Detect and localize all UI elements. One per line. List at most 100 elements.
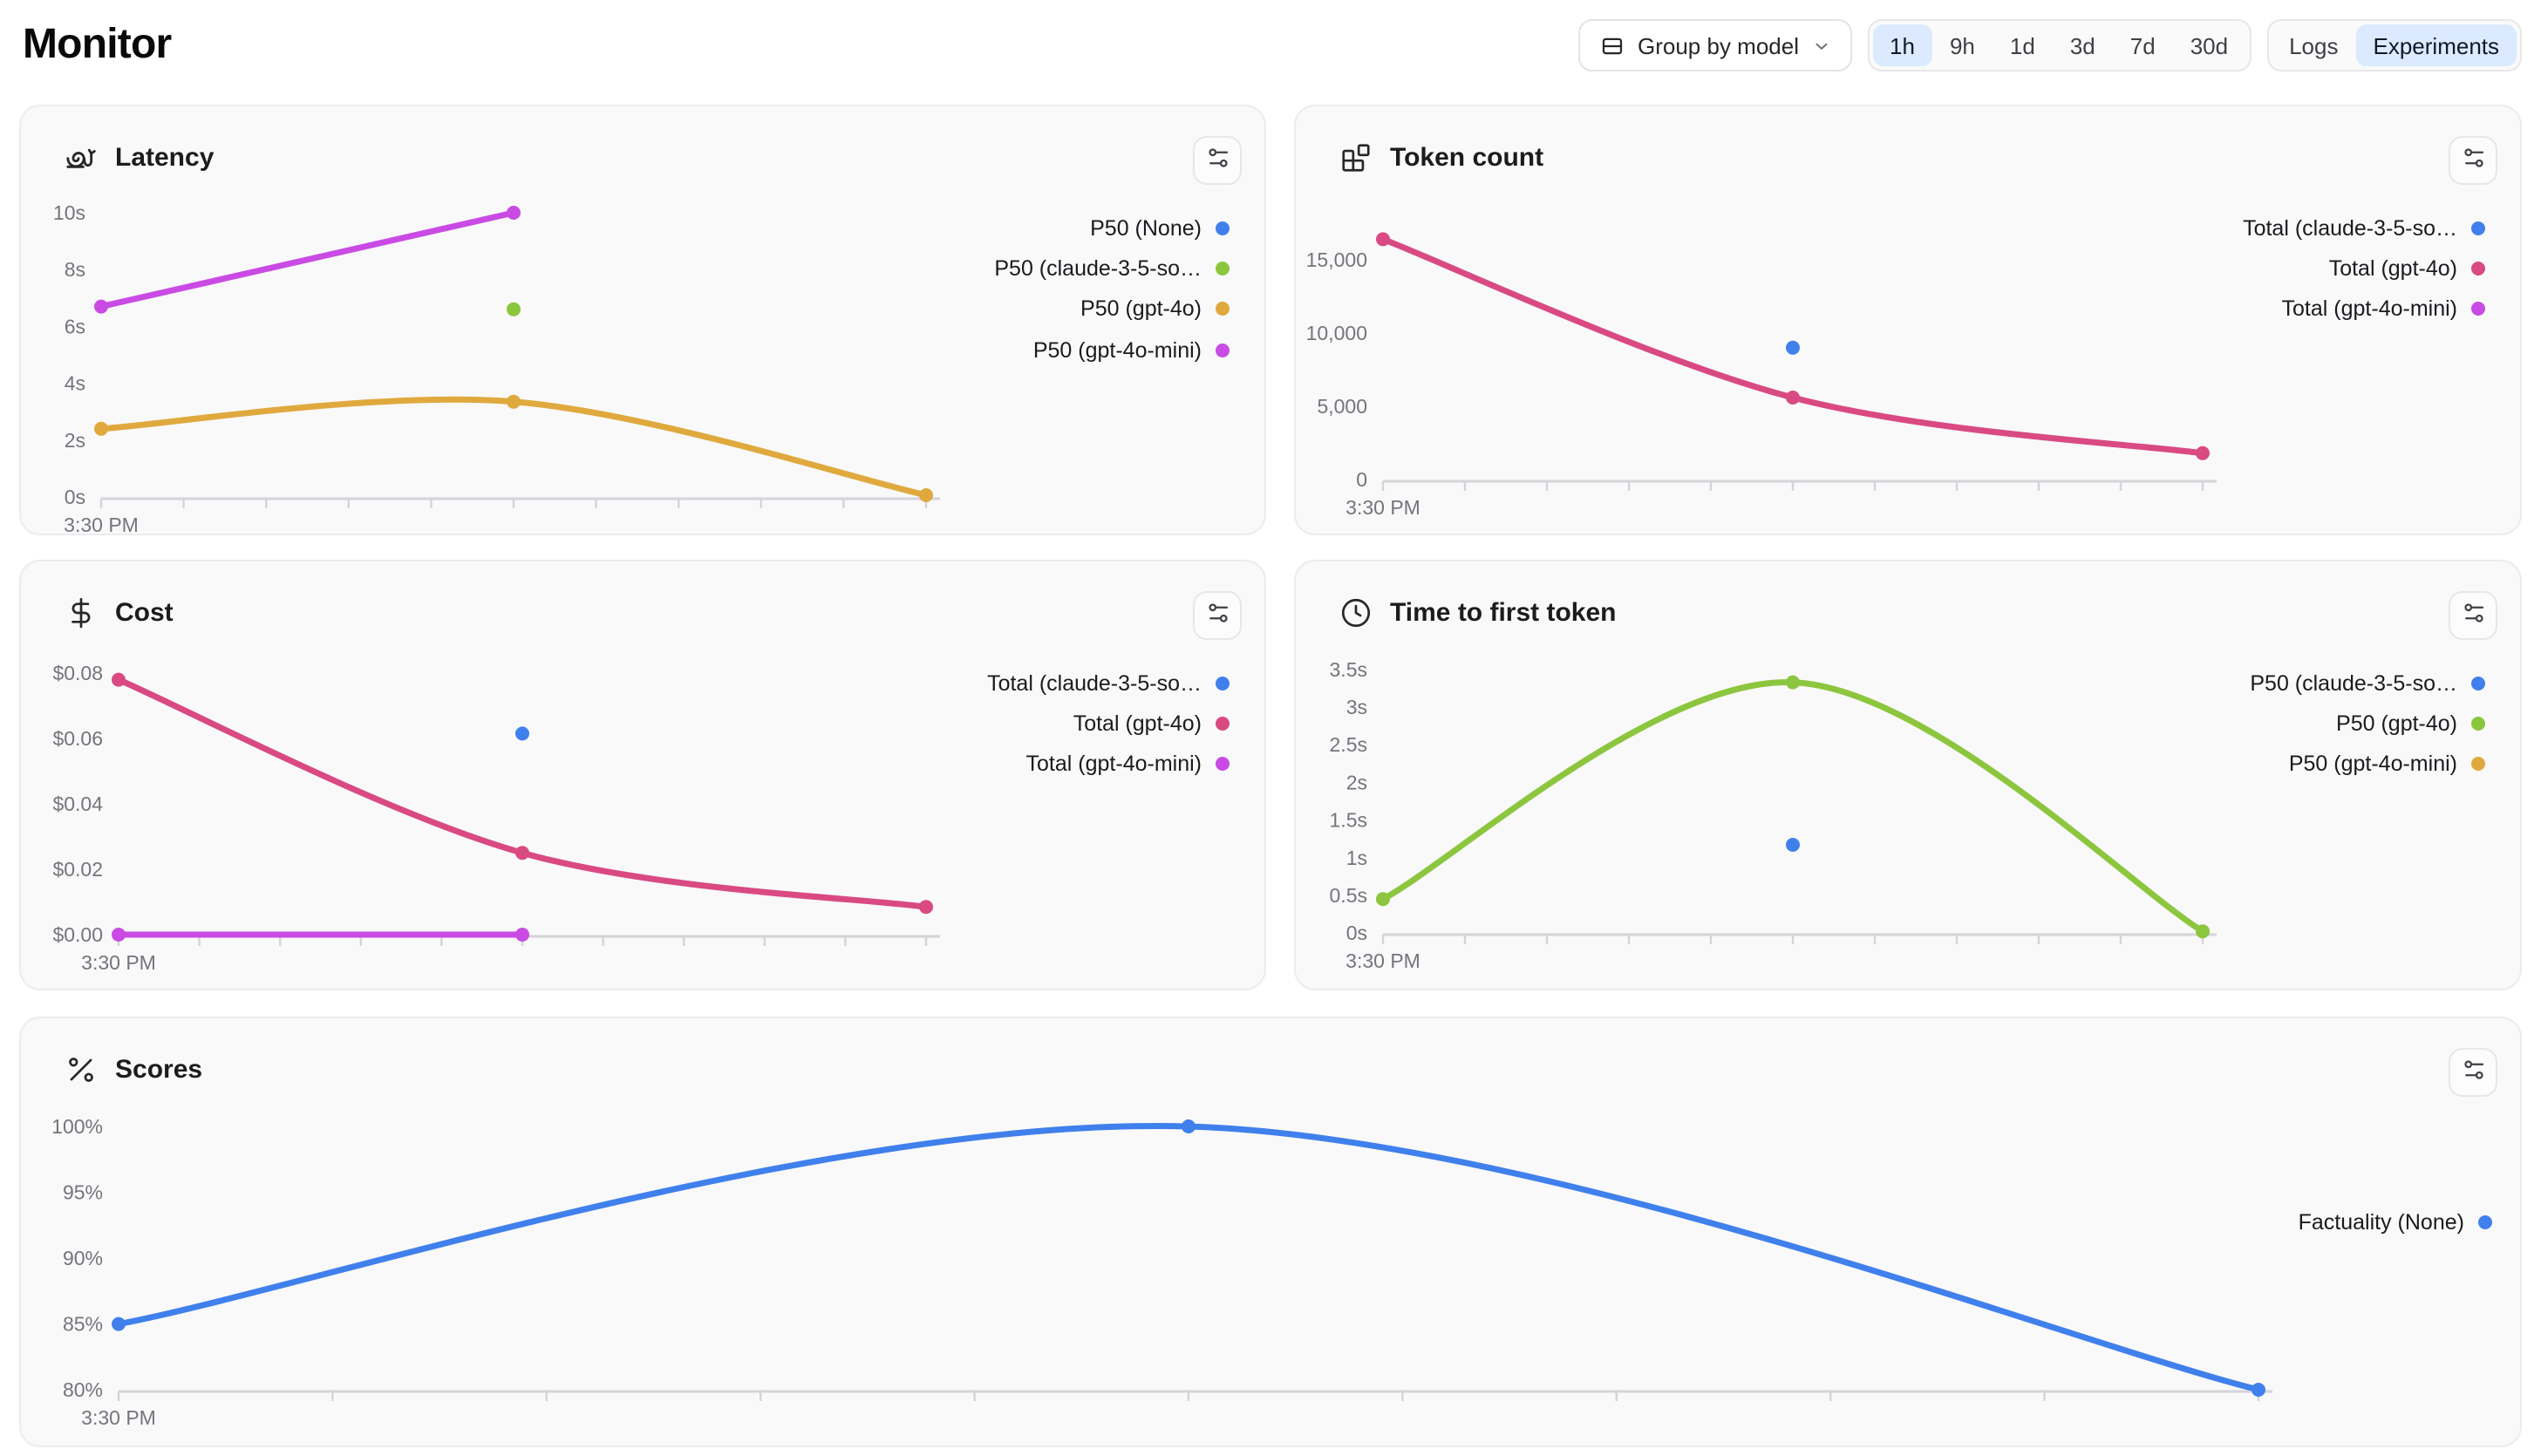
legend-item[interactable]: Total (claude-3-5-so… (2243, 208, 2485, 248)
time-to-first-token-legend: P50 (claude-3-5-so… P50 (gpt-4o) P50 (gpt-… (2250, 663, 2485, 785)
legend-label: Total (gpt-4o-mini) (1025, 752, 1202, 777)
legend-color-dot (2471, 757, 2485, 772)
y-axis-tick-label: 3.5s (1330, 658, 1367, 681)
chart-settings-button[interactable] (2449, 591, 2497, 640)
data-point[interactable] (2196, 446, 2210, 460)
header-controls: Group by model 1h 9h 1d 3d 7d 30d Logs Experim… (1578, 19, 2522, 71)
mode-experiments[interactable]: Experiments (2355, 24, 2517, 66)
data-point[interactable] (507, 206, 521, 220)
y-axis-tick-label: 0s (65, 486, 85, 508)
time-range-3d[interactable]: 3d (2053, 24, 2113, 66)
mode-logs[interactable]: Logs (2272, 24, 2355, 66)
time-range-1h[interactable]: 1h (1872, 24, 1932, 66)
chart-settings-button[interactable] (2449, 136, 2497, 185)
time-to-first-token-chart-plot: 0s 0.5s 1s 1.5s 2s 2.5s 3s 3.5s 3:30 PM (1330, 658, 2217, 972)
cost-card: Cost $0.00 $0.02 $0.04 $0.06 $0.08 3:30 PM To… (19, 560, 1266, 990)
chart-title: Token count (1390, 142, 1544, 172)
y-axis-tick-label: 2.5s (1330, 733, 1367, 756)
y-axis-tick-label: 2s (65, 429, 85, 452)
legend-item[interactable]: Total (gpt-4o-mini) (987, 745, 1230, 786)
chart-settings-button[interactable] (1193, 136, 1242, 185)
data-point[interactable] (1786, 340, 1800, 355)
legend-item[interactable]: P50 (None) (994, 208, 1230, 248)
group-by-button[interactable]: Group by model (1578, 19, 1851, 71)
card-header: Token count (1338, 139, 1543, 174)
data-point[interactable] (515, 928, 529, 942)
scores-chart-plot: 80% 85% 90% 95% 100% 3:30 PM (51, 1115, 2272, 1429)
data-point[interactable] (1786, 675, 1800, 690)
chart-settings-button[interactable] (2449, 1048, 2497, 1097)
time-range-30d[interactable]: 30d (2173, 24, 2245, 66)
cost-legend: Total (claude-3-5-so… Total (gpt-4o) Total… (987, 663, 1230, 785)
legend-item[interactable]: Total (claude-3-5-so… (987, 663, 1230, 704)
chart-settings-button[interactable] (1193, 591, 1242, 640)
page-title: Monitor (23, 21, 172, 68)
legend-label: Factuality (None) (2298, 1209, 2464, 1235)
data-point[interactable] (507, 302, 521, 316)
legend-color-dot (2478, 1214, 2492, 1229)
data-point[interactable] (1786, 838, 1800, 852)
data-point[interactable] (112, 672, 126, 687)
legend-label: P50 (gpt-4o) (1080, 296, 1202, 322)
token-count-legend: Total (claude-3-5-so… Total (gpt-4o) Total… (2243, 208, 2485, 330)
y-axis-tick-label: 1.5s (1330, 809, 1367, 832)
legend-color-dot (1216, 302, 1230, 316)
scores-legend: Factuality (None) (2299, 1201, 2492, 1242)
x-axis-start-label: 3:30 PM (64, 514, 139, 536)
data-point[interactable] (94, 299, 108, 314)
legend-item[interactable]: P50 (gpt-4o-mini) (2250, 745, 2485, 786)
data-point[interactable] (94, 421, 108, 436)
legend-color-dot (1216, 717, 1230, 731)
x-axis-start-label: 3:30 PM (81, 951, 156, 974)
data-point[interactable] (515, 846, 529, 861)
y-axis-tick-label: 0.5s (1330, 884, 1367, 907)
legend-color-dot (2471, 221, 2485, 235)
legend-item[interactable]: P50 (gpt-4o) (2250, 704, 2485, 745)
data-point[interactable] (2251, 1383, 2265, 1397)
legend-color-dot (2471, 676, 2485, 691)
y-axis-tick-label: 10s (53, 201, 85, 224)
legend-item[interactable]: P50 (gpt-4o-mini) (994, 330, 1230, 371)
time-range-group: 1h 9h 1d 3d 7d 30d (1867, 19, 2251, 71)
series-line (115, 1122, 2262, 1393)
mode-toggle-group: Logs Experiments (2266, 19, 2522, 71)
y-axis-tick-label: 1s (1346, 847, 1367, 869)
data-point[interactable] (515, 726, 529, 741)
clock-icon (1338, 595, 1373, 629)
data-point[interactable] (1182, 1119, 1196, 1133)
sliders-icon (2460, 1057, 2486, 1088)
data-point[interactable] (1786, 391, 1800, 405)
x-axis-start-label: 3:30 PM (81, 1406, 156, 1429)
data-point[interactable] (919, 900, 933, 915)
data-point[interactable] (507, 394, 521, 409)
data-point[interactable] (919, 488, 933, 502)
time-range-7d[interactable]: 7d (2113, 24, 2173, 66)
time-range-1d[interactable]: 1d (1993, 24, 2053, 66)
data-point[interactable] (2196, 924, 2210, 939)
legend-item[interactable]: Factuality (None) (2299, 1201, 2492, 1242)
x-axis-start-label: 3:30 PM (1345, 949, 1420, 972)
legend-item[interactable]: P50 (claude-3-5-so… (2250, 663, 2485, 704)
chart-title: Cost (115, 597, 174, 627)
legend-item[interactable]: P50 (claude-3-5-so… (994, 248, 1230, 289)
legend-item[interactable]: Total (gpt-4o) (2243, 248, 2485, 289)
sliders-icon (1204, 145, 1230, 176)
data-point[interactable] (1376, 892, 1390, 907)
data-point[interactable] (112, 1317, 126, 1331)
y-axis-tick-label: $0.02 (52, 858, 103, 881)
series-line (115, 677, 930, 910)
data-point[interactable] (112, 928, 126, 942)
token-count-card: Token count 0 5,000 10,000 15,000 3:30 PM To… (1294, 105, 2522, 535)
legend-item[interactable]: P50 (gpt-4o) (994, 289, 1230, 330)
y-axis-tick-label: 100% (51, 1115, 103, 1138)
chart-title: Latency (115, 142, 215, 172)
legend-item[interactable]: Total (gpt-4o) (987, 704, 1230, 745)
legend-color-dot (2471, 302, 2485, 316)
chevron-down-icon (1811, 36, 1830, 55)
blocks-icon (1338, 139, 1373, 174)
legend-item[interactable]: Total (gpt-4o-mini) (2243, 289, 2485, 330)
data-point[interactable] (1376, 232, 1390, 247)
legend-label: P50 (claude-3-5-so… (994, 256, 1202, 282)
time-range-9h[interactable]: 9h (1932, 24, 1993, 66)
legend-label: P50 (claude-3-5-so… (2250, 670, 2457, 696)
